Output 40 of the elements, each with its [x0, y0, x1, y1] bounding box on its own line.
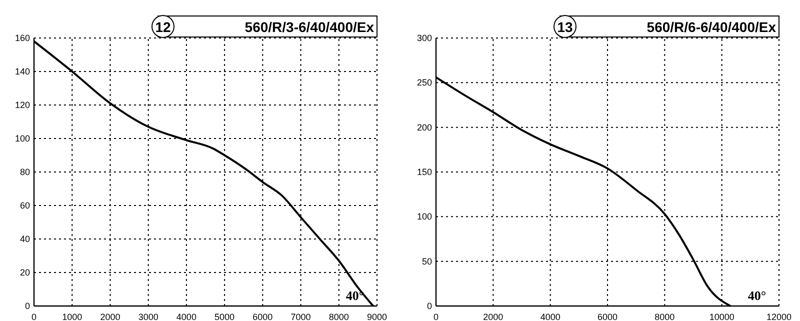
y-tick-label: 120: [14, 100, 30, 110]
annotation: 40°: [748, 288, 766, 303]
x-tick-label: 6000: [252, 312, 273, 321]
y-tick-label: 60: [20, 200, 30, 210]
y-tick-label: 50: [422, 256, 432, 266]
y-tick-label: 20: [20, 268, 30, 278]
x-tick-label: 2000: [483, 312, 504, 321]
y-tick-label: 0: [426, 301, 432, 311]
y-tick-label: 100: [14, 134, 30, 144]
x-tick-label: 9000: [366, 312, 388, 321]
x-tick-label: 7000: [290, 312, 311, 321]
y-tick-label: 150: [416, 167, 432, 177]
line-series: [33, 40, 374, 307]
x-tick-label: 0: [433, 312, 439, 321]
y-tick-label: 250: [416, 78, 432, 88]
text: 12: [155, 19, 171, 35]
x-tick-label: 4000: [540, 312, 560, 321]
x-tick-label: 2000: [100, 312, 120, 321]
x-tick-label: 5000: [214, 312, 235, 321]
y-tick-label: 80: [20, 167, 30, 177]
x-tick-label: 4000: [176, 312, 196, 321]
y-tick-label: 0: [24, 301, 30, 311]
y-tick-label: 160: [14, 33, 30, 43]
x-tick-label: 1000: [62, 312, 82, 321]
x-tick-label: 8000: [328, 312, 349, 321]
x-tick-label: 6000: [597, 312, 618, 321]
x-tick-label: 3000: [138, 312, 158, 321]
x-tick-label: 0: [31, 312, 37, 321]
y-tick-label: 40: [20, 234, 30, 244]
y-tick-label: 140: [14, 66, 30, 76]
y-tick-label: 100: [416, 212, 432, 222]
chart-title: 560/R/3-6/40/400/Ex: [244, 19, 374, 35]
text: 13: [557, 19, 573, 35]
x-tick-label: 8000: [654, 312, 675, 321]
annotation: 40°: [346, 288, 364, 303]
x-tick-label: 12000: [766, 312, 792, 321]
chart-title: 560/R/6-6/40/400/Ex: [646, 19, 776, 35]
y-tick-label: 200: [416, 122, 432, 132]
y-tick-label: 300: [416, 33, 432, 43]
x-tick-label: 10000: [709, 312, 734, 321]
